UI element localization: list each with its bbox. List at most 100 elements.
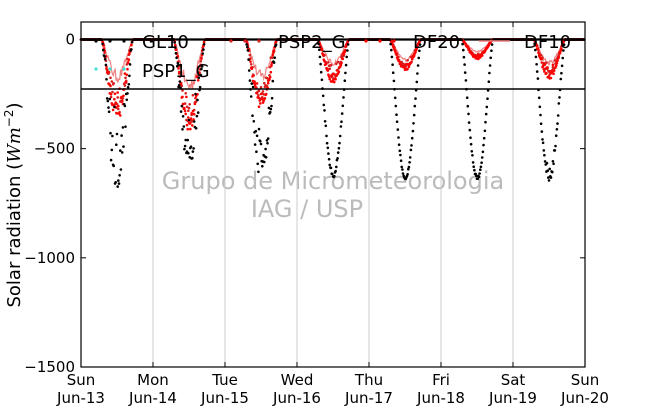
data-point <box>328 163 332 167</box>
data-point <box>120 151 124 154</box>
data-point <box>111 90 114 94</box>
data-point <box>535 44 538 48</box>
legend-dot <box>94 39 98 43</box>
data-point <box>261 97 264 101</box>
data-point <box>327 152 330 155</box>
data-point <box>270 64 273 67</box>
y-tick-label: −1500 <box>24 358 75 376</box>
data-point <box>177 83 181 87</box>
data-point <box>111 108 115 112</box>
data-point <box>541 138 544 141</box>
data-point <box>196 66 200 69</box>
data-point <box>391 71 395 74</box>
legend-item-df10: DF10 <box>479 32 571 53</box>
data-point <box>117 179 120 182</box>
x-tick-label-day: Thu <box>354 371 383 389</box>
data-point <box>274 43 278 46</box>
data-point <box>258 99 262 102</box>
data-point <box>327 157 331 161</box>
data-point <box>130 41 134 44</box>
data-point <box>471 161 475 164</box>
data-point <box>188 103 191 106</box>
data-point <box>181 89 184 92</box>
data-point <box>319 44 322 48</box>
data-point <box>124 81 128 84</box>
data-point <box>412 54 416 58</box>
data-point <box>187 118 191 122</box>
data-point <box>183 102 187 105</box>
data-point <box>546 169 549 172</box>
data-point <box>543 70 546 73</box>
data-point <box>468 128 472 132</box>
y-axis-label: Solar radiation (Wm−2) <box>2 102 25 307</box>
data-point <box>191 124 194 127</box>
data-point <box>259 102 262 105</box>
data-point <box>395 53 398 57</box>
data-point <box>460 38 464 41</box>
data-point <box>188 156 191 159</box>
data-point <box>270 104 273 108</box>
data-point <box>249 60 252 63</box>
y-axis-unit-w: W <box>4 143 25 163</box>
data-point <box>545 161 549 165</box>
data-point <box>113 92 117 95</box>
data-point <box>480 54 484 57</box>
data-point <box>325 134 328 138</box>
series-gl10-points <box>79 38 586 188</box>
data-point <box>321 53 325 56</box>
data-point <box>470 150 474 153</box>
data-point <box>319 62 322 66</box>
data-point <box>536 77 540 80</box>
data-point <box>415 80 419 84</box>
data-point <box>556 114 560 117</box>
data-point <box>119 114 122 117</box>
data-point <box>474 172 478 176</box>
data-point <box>333 174 336 178</box>
data-point <box>467 47 471 51</box>
x-tick-label-day: Sat <box>501 371 526 389</box>
data-point <box>557 55 561 59</box>
data-point <box>257 105 261 108</box>
data-point <box>547 74 551 78</box>
data-point <box>191 150 195 153</box>
data-point <box>340 61 343 65</box>
data-point <box>259 140 262 143</box>
data-point <box>407 167 410 171</box>
data-point <box>200 65 204 68</box>
data-point <box>542 149 546 152</box>
legend-label-df20: DF20 <box>413 32 460 53</box>
data-point <box>395 120 399 123</box>
data-point <box>549 70 552 73</box>
data-point <box>414 51 417 54</box>
data-point <box>533 42 536 45</box>
data-point <box>263 97 267 100</box>
data-point <box>192 120 196 123</box>
data-point <box>551 170 554 174</box>
data-point <box>389 42 392 46</box>
plot-area <box>79 38 586 188</box>
data-point <box>122 94 125 98</box>
data-point <box>108 97 112 101</box>
data-point <box>414 97 417 100</box>
data-point <box>475 174 478 178</box>
data-point <box>399 159 403 162</box>
x-tick-label-date: Jun-16 <box>272 389 321 407</box>
data-point <box>336 157 339 160</box>
data-point <box>549 76 553 80</box>
data-point <box>395 113 398 116</box>
x-tick-label-date: Jun-20 <box>560 389 609 407</box>
data-point <box>172 38 176 41</box>
data-point <box>335 165 338 169</box>
data-point <box>408 161 411 164</box>
data-point <box>200 57 203 61</box>
data-point <box>263 81 266 85</box>
data-point <box>469 142 473 146</box>
data-point <box>106 99 110 103</box>
data-point <box>116 185 119 188</box>
data-point <box>318 55 322 59</box>
data-point <box>264 147 267 151</box>
data-point <box>248 79 252 82</box>
data-point <box>127 83 131 86</box>
data-point <box>541 65 545 68</box>
data-point <box>181 128 184 131</box>
